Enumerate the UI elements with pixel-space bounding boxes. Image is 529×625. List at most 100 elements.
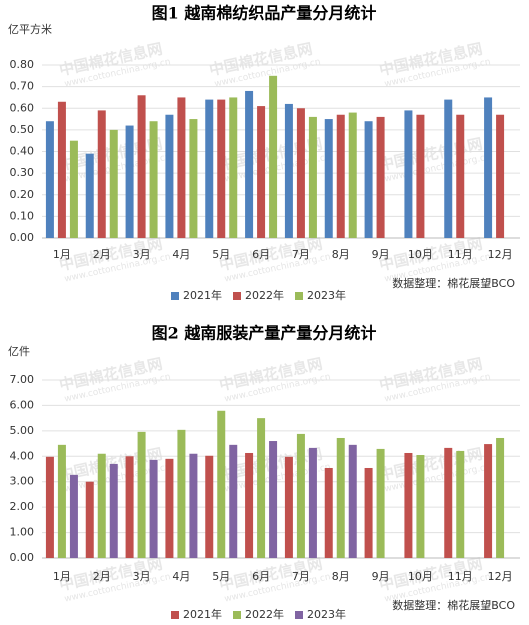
chart-title: 图1 越南棉纺织品产量分月统计: [152, 4, 377, 23]
x-tick-label: 12月: [488, 570, 513, 583]
bar: [165, 458, 174, 558]
y-tick-label: 5.00: [10, 424, 35, 437]
x-tick-label: 6月: [252, 248, 270, 261]
y-tick-label: 6.00: [10, 398, 35, 411]
x-tick-label: 7月: [292, 248, 310, 261]
bar: [217, 99, 226, 238]
bar: [404, 452, 413, 558]
bar: [404, 110, 413, 238]
bar: [484, 97, 493, 238]
y-tick-label: 0.00: [10, 551, 35, 564]
bar: [336, 114, 345, 238]
bar: [177, 429, 186, 558]
bar: [364, 467, 373, 558]
legend-label: 2021年: [183, 288, 222, 302]
bar: [69, 140, 78, 238]
bar: [149, 121, 158, 238]
bar: [97, 453, 106, 558]
y-tick-label: 0.70: [10, 80, 35, 93]
legend-swatch: [295, 292, 303, 300]
legend-label: 2021年: [183, 607, 222, 621]
y-tick-label: 0.60: [10, 101, 35, 114]
bar: [245, 452, 254, 558]
bar: [348, 112, 357, 238]
x-tick-label: 10月: [408, 248, 433, 261]
bar: [284, 103, 293, 238]
bar: [189, 453, 198, 558]
x-tick-label: 8月: [332, 570, 350, 583]
bar: [456, 114, 465, 238]
x-tick-label: 9月: [372, 570, 390, 583]
y-tick-label: 0.80: [10, 58, 35, 71]
bar: [257, 418, 266, 558]
y-axis-label: 亿平方米: [8, 22, 52, 36]
bar: [324, 467, 333, 558]
x-tick-label: 6月: [252, 570, 270, 583]
bar: [229, 444, 238, 558]
x-tick-label: 1月: [53, 248, 71, 261]
bar: [284, 456, 293, 558]
y-tick-label: 0.40: [10, 145, 35, 158]
bar: [189, 119, 198, 238]
bar: [324, 119, 333, 238]
bar: [217, 410, 226, 558]
bar: [57, 444, 66, 558]
bar: [496, 437, 505, 558]
legend-label: 2023年: [307, 288, 346, 302]
legend-label: 2022年: [245, 288, 284, 302]
bar: [296, 433, 305, 558]
bar: [137, 95, 146, 239]
bar: [229, 97, 238, 238]
x-tick-label: 11月: [448, 248, 473, 261]
y-axis-label: 亿件: [8, 345, 30, 358]
x-tick-label: 4月: [172, 248, 190, 261]
bar: [484, 444, 493, 558]
x-tick-label: 8月: [332, 248, 350, 261]
bar: [269, 75, 278, 238]
bar: [45, 456, 54, 558]
bar: [336, 437, 345, 558]
x-tick-label: 9月: [372, 248, 390, 261]
x-tick-label: 1月: [53, 570, 71, 583]
bar: [45, 121, 54, 238]
bar: [416, 114, 425, 238]
legend-swatch: [171, 292, 179, 300]
bar: [257, 106, 266, 239]
bar: [57, 101, 66, 238]
bar: [296, 108, 305, 238]
bar: [269, 441, 278, 558]
bar: [245, 90, 254, 238]
bar: [364, 121, 373, 238]
bar: [496, 114, 505, 238]
y-tick-label: 1.00: [10, 526, 35, 539]
bar: [308, 116, 317, 238]
bar: [97, 110, 106, 238]
bar: [69, 474, 78, 558]
y-tick-label: 0.30: [10, 166, 35, 179]
y-tick-label: 7.00: [10, 373, 35, 386]
bar: [85, 153, 94, 238]
x-tick-label: 2月: [93, 248, 111, 261]
bar: [444, 99, 453, 238]
bar: [205, 99, 214, 238]
y-tick-label: 2.00: [10, 500, 35, 513]
chart-title: 图2 越南服装产量产量分月统计: [152, 324, 377, 343]
x-tick-label: 3月: [133, 570, 151, 583]
note: 数据整理：棉花展望BCO: [392, 276, 515, 290]
legend-swatch: [233, 292, 241, 300]
legend-swatch: [233, 611, 241, 619]
y-tick-label: 4.00: [10, 449, 35, 462]
bar: [444, 447, 453, 558]
bar: [177, 97, 186, 238]
bar: [456, 450, 465, 558]
legend-swatch: [171, 611, 179, 619]
y-tick-label: 0.10: [10, 209, 35, 222]
x-tick-label: 2月: [93, 570, 111, 583]
legend-swatch: [295, 611, 303, 619]
bar: [376, 448, 385, 558]
x-tick-label: 10月: [408, 570, 433, 583]
y-tick-label: 0.50: [10, 123, 35, 136]
x-tick-label: 5月: [212, 570, 230, 583]
bar: [125, 456, 134, 558]
